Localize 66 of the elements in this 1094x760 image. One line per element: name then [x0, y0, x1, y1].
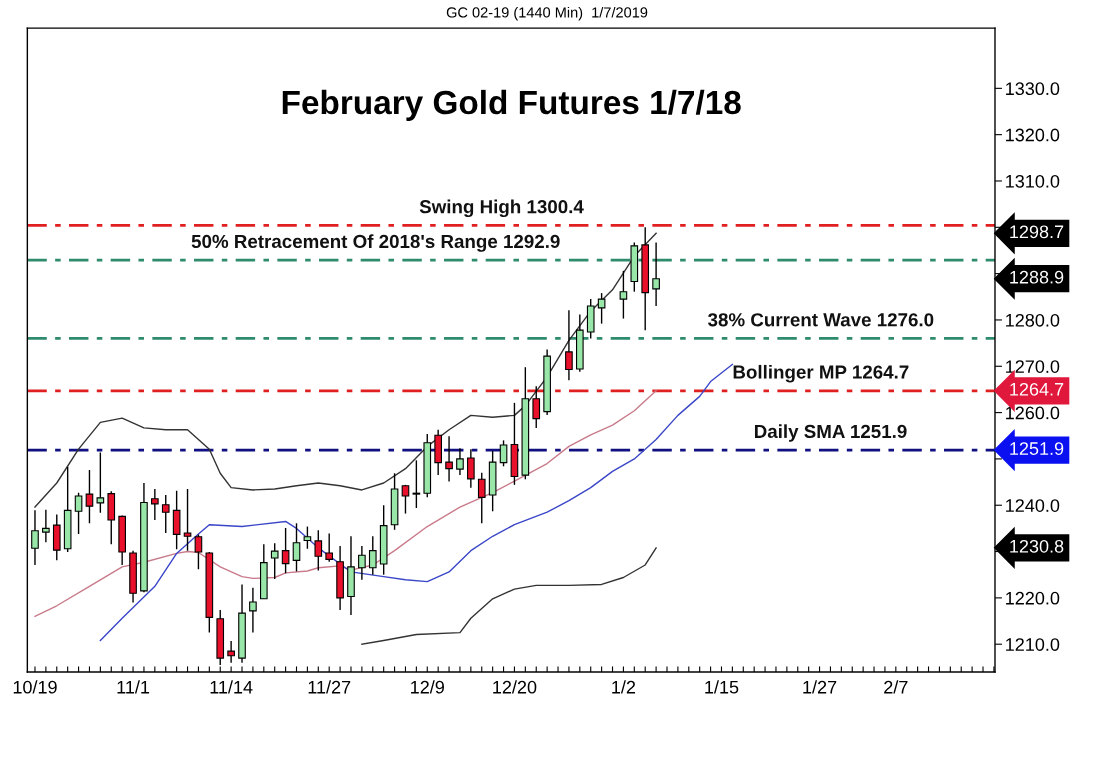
text: 1230.8 — [1010, 539, 1064, 553]
candlestick — [249, 586, 257, 634]
x-tick-label: 11/14 — [210, 680, 253, 694]
candlestick — [151, 488, 159, 521]
y-tick-label: 1320.0 — [1006, 128, 1060, 142]
candlestick — [467, 448, 475, 489]
candlestick — [652, 241, 660, 307]
candlestick — [96, 451, 105, 514]
line-series — [361, 547, 657, 645]
line-series — [99, 363, 734, 642]
candlestick — [183, 488, 192, 552]
candlestick — [499, 439, 508, 468]
x-tick-label: 1/27 — [803, 680, 837, 694]
y-tick-label: 1310.0 — [1006, 174, 1060, 188]
chart-subtitle: GC 02-19 (1440 Min) 1/7/2019 — [446, 6, 648, 21]
y-tick-label: 1260.0 — [1006, 406, 1060, 420]
candlestick — [281, 527, 290, 575]
candlestick — [456, 447, 464, 476]
x-tick-label: 12/9 — [411, 680, 444, 694]
candlestick — [292, 522, 301, 573]
line-series — [34, 232, 657, 508]
candlestick — [314, 529, 323, 572]
x-tick-label: 11/1 — [117, 680, 150, 694]
candlestick — [401, 484, 410, 515]
x-tick-label: 12/20 — [493, 680, 537, 694]
text: 1264.7 — [1010, 382, 1064, 396]
candlestick — [31, 509, 39, 566]
x-tick-label: 1/2 — [612, 680, 636, 694]
text: February Gold Futures 1/7/18 — [282, 89, 741, 121]
x-tick-label: 11/27 — [308, 680, 351, 694]
candlestick — [532, 385, 541, 429]
candlestick — [194, 533, 203, 570]
ref-line-label: 38% Current Wave 1276.0 — [708, 313, 934, 327]
candlestick — [358, 545, 366, 581]
y-tick-label: 1240.0 — [1006, 499, 1060, 512]
candlestick — [619, 270, 628, 320]
candlestick — [270, 542, 279, 580]
candlestick — [325, 532, 334, 563]
ref-line-label: Daily SMA 1251.9 — [754, 424, 907, 442]
x-tick-label: 10/19 — [13, 680, 57, 694]
text: 1298.7 — [1010, 225, 1064, 239]
candlestick — [477, 472, 486, 524]
candlestick — [445, 435, 453, 483]
ref-line-label: Bollinger MP 1264.7 — [733, 364, 909, 383]
text: 1251.9 — [1010, 442, 1064, 455]
candlestick — [565, 309, 573, 381]
candlestick — [597, 292, 606, 325]
y-tick-label: 1280.0 — [1006, 313, 1060, 327]
candlestick — [227, 640, 235, 664]
candlestick — [161, 494, 170, 534]
candlestick — [42, 509, 50, 543]
ref-line-label: 50% Retracement Of 2018's Range 1292.9 — [191, 234, 560, 252]
y-tick-label: 1270.0 — [1006, 360, 1060, 373]
y-tick-label: 1220.0 — [1006, 591, 1060, 605]
x-tick-label: 1/15 — [705, 680, 739, 694]
candlestick — [368, 535, 377, 576]
candlestick — [412, 459, 421, 509]
candlestick — [74, 492, 83, 535]
y-tick-label: 1330.0 — [1006, 82, 1060, 96]
text: 1288.9 — [1010, 270, 1064, 284]
candlestick — [303, 525, 312, 550]
x-tick-label: 2/7 — [884, 680, 908, 694]
candlestick — [85, 469, 94, 524]
line-series — [34, 390, 657, 618]
ref-line-label: Swing High 1300.4 — [419, 199, 584, 218]
y-tick-label: 1210.0 — [1006, 638, 1060, 651]
